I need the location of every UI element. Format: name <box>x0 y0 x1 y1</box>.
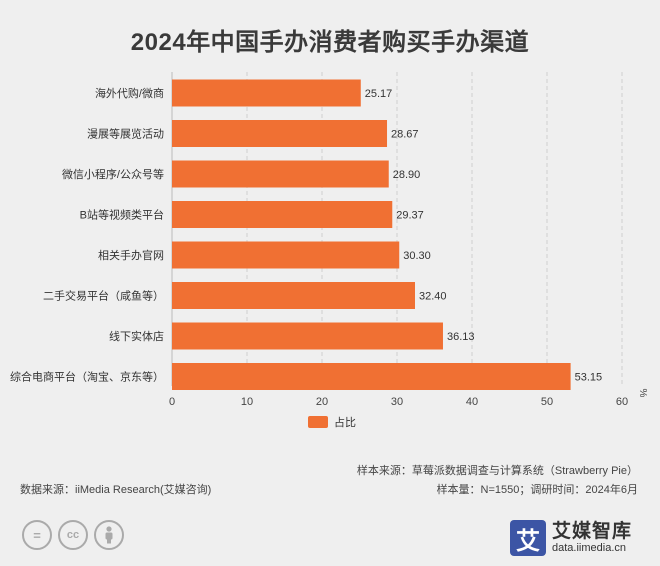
legend-label: 占比 <box>334 417 356 429</box>
logo-mark: 艾 <box>510 520 546 556</box>
category-label: 漫展等展览活动 <box>87 127 164 141</box>
bar-chart: 0 10 20 30 40 50 60% 海外代购/微商 25.17 漫展等展览活动 28.67 微信… <box>10 72 648 408</box>
x-tick-label: 40 <box>466 396 478 408</box>
data-label: 36.13 <box>447 331 475 343</box>
x-tick-label: 50 <box>541 396 553 408</box>
license-icons: = cc <box>22 520 124 550</box>
bar <box>172 241 400 269</box>
logo-name: 艾媒智库 <box>552 520 633 542</box>
cc-icon: cc <box>58 520 88 550</box>
x-tick-label: 0 <box>169 396 175 408</box>
data-label: 28.67 <box>391 129 419 141</box>
cc-person-icon <box>94 520 124 550</box>
data-source-note: 数据来源：iiMedia Research(艾媒咨询) <box>20 484 212 496</box>
legend-swatch <box>308 416 328 428</box>
bar <box>172 282 415 309</box>
category-label: 二手交易平台（咸鱼等） <box>43 289 164 303</box>
x-tick-label: 30 <box>391 396 403 408</box>
data-label: 29.37 <box>396 210 424 222</box>
category-label: 相关手办官网 <box>98 248 164 262</box>
data-label: 28.90 <box>393 169 421 181</box>
x-tick-label: 60 <box>616 396 628 408</box>
logo-url: data.iimedia.cn <box>552 542 626 555</box>
unit-label: % <box>637 389 648 398</box>
bar <box>172 79 361 107</box>
category-label: 综合电商平台（淘宝、京东等） <box>10 370 164 384</box>
data-label: 25.17 <box>365 88 393 100</box>
data-label: 53.15 <box>575 372 603 384</box>
sample-info-note: 样本量：N=1550；调研时间：2024年6月 <box>436 484 638 496</box>
x-tick-label: 20 <box>316 396 328 408</box>
bar <box>172 120 388 147</box>
legend: 占比 <box>308 414 356 430</box>
data-label: 30.30 <box>403 250 431 262</box>
category-label: 海外代购/微商 <box>95 86 164 100</box>
sample-source-note: 样本来源：草莓派数据调查与计算系统（Strawberry Pie） <box>356 465 638 477</box>
cc-equals-icon: = <box>22 520 52 550</box>
bar <box>172 160 389 188</box>
category-label: 微信小程序/公众号等 <box>62 167 164 181</box>
brand-logo: 艾 艾媒智库 data.iimedia.cn <box>510 520 632 556</box>
data-label: 32.40 <box>419 291 447 303</box>
bar <box>172 363 571 390</box>
bar <box>172 201 393 228</box>
bar <box>172 322 443 350</box>
x-tick-label: 10 <box>241 396 253 408</box>
chart-title: 2024年中国手办消费者购买手办渠道 <box>130 29 530 56</box>
category-label: 线下实体店 <box>109 329 164 343</box>
category-label: B站等视频类平台 <box>80 208 164 222</box>
